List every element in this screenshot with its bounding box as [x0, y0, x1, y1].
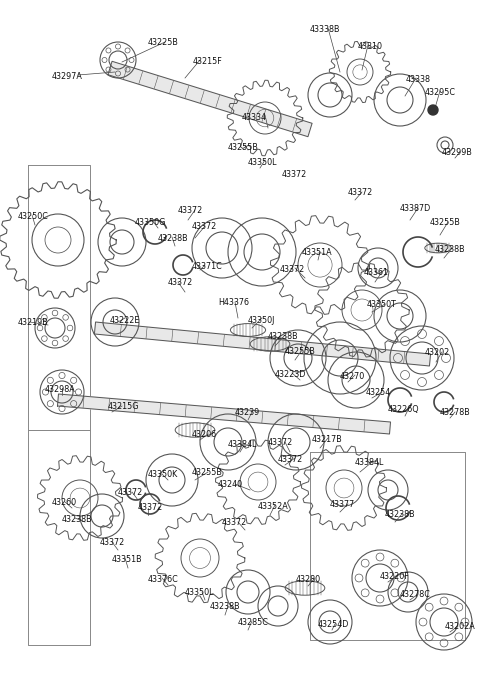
Text: 43238B: 43238B — [210, 602, 240, 611]
Text: 43376C: 43376C — [148, 575, 179, 584]
Text: 43280: 43280 — [296, 575, 321, 584]
Text: 43350J: 43350J — [248, 316, 276, 325]
Text: 43215F: 43215F — [193, 57, 223, 66]
Text: 43238B: 43238B — [435, 245, 466, 254]
Text: 43384L: 43384L — [228, 440, 257, 449]
Text: 43260: 43260 — [52, 498, 77, 507]
Text: 43338B: 43338B — [310, 25, 340, 34]
Text: 43299B: 43299B — [442, 148, 473, 157]
Text: 43372: 43372 — [178, 206, 203, 215]
Text: 43217B: 43217B — [312, 435, 343, 444]
Text: 43384L: 43384L — [355, 458, 384, 467]
Text: 43255B: 43255B — [285, 347, 316, 356]
Text: 43297A: 43297A — [52, 72, 83, 81]
Text: 43278C: 43278C — [400, 590, 431, 599]
Text: 43377: 43377 — [330, 500, 355, 509]
Polygon shape — [95, 322, 431, 366]
Text: 43351B: 43351B — [112, 555, 143, 564]
Text: 43350K: 43350K — [148, 470, 178, 479]
Text: 43255B: 43255B — [430, 218, 461, 227]
Text: 43334: 43334 — [242, 113, 267, 122]
Text: 43220F: 43220F — [380, 572, 410, 581]
Text: 43298A: 43298A — [45, 385, 76, 394]
Text: 43350L: 43350L — [248, 158, 277, 167]
Text: 43351A: 43351A — [302, 248, 333, 257]
Text: 43225B: 43225B — [148, 38, 179, 47]
Text: 43278B: 43278B — [440, 408, 471, 417]
Text: 43238B: 43238B — [62, 515, 93, 524]
Text: 43250C: 43250C — [18, 212, 49, 221]
Text: 43372: 43372 — [138, 503, 163, 512]
Text: 43371C: 43371C — [192, 262, 223, 271]
Text: 43222E: 43222E — [110, 316, 140, 325]
Text: 43372: 43372 — [222, 518, 247, 527]
Text: 43202: 43202 — [425, 348, 450, 357]
Text: H43376: H43376 — [218, 298, 249, 307]
Text: 43372: 43372 — [280, 265, 305, 274]
Text: 43372: 43372 — [100, 538, 125, 547]
Text: 43202A: 43202A — [445, 622, 476, 631]
Text: 43350T: 43350T — [367, 300, 397, 309]
Text: 43239: 43239 — [235, 408, 260, 417]
Text: 43372: 43372 — [268, 438, 293, 447]
Text: 43295C: 43295C — [425, 88, 456, 97]
Text: 43255B: 43255B — [228, 143, 259, 152]
Text: 43350G: 43350G — [135, 218, 167, 227]
Text: 43350L: 43350L — [185, 588, 215, 597]
Text: 43361: 43361 — [364, 268, 389, 277]
Text: 43372: 43372 — [118, 488, 143, 497]
Text: 43372: 43372 — [348, 188, 373, 197]
Text: 43254: 43254 — [366, 388, 391, 397]
Text: 43238B: 43238B — [158, 234, 189, 243]
Text: 43352A: 43352A — [258, 502, 289, 511]
Text: 43215G: 43215G — [108, 402, 140, 411]
Text: 43223D: 43223D — [275, 370, 306, 379]
Circle shape — [428, 105, 438, 115]
Text: 43310: 43310 — [358, 42, 383, 51]
Text: 43219B: 43219B — [18, 318, 49, 327]
Text: 43387D: 43387D — [400, 204, 431, 213]
Polygon shape — [108, 61, 312, 137]
Text: 43372: 43372 — [282, 170, 307, 179]
Polygon shape — [58, 394, 391, 434]
Text: 43254D: 43254D — [318, 620, 349, 629]
Text: 43372: 43372 — [192, 222, 217, 231]
Text: 43338: 43338 — [406, 75, 431, 84]
Text: 43255B: 43255B — [192, 468, 223, 477]
Text: 43226Q: 43226Q — [388, 405, 420, 414]
Text: 43238B: 43238B — [385, 510, 416, 519]
Text: 43285C: 43285C — [238, 618, 269, 627]
Text: 43372: 43372 — [168, 278, 193, 287]
Text: 43372: 43372 — [278, 455, 303, 464]
Text: 43238B: 43238B — [268, 332, 299, 341]
Text: 43240: 43240 — [218, 480, 243, 489]
Text: 43270: 43270 — [340, 372, 365, 381]
Text: 43206: 43206 — [192, 430, 217, 439]
